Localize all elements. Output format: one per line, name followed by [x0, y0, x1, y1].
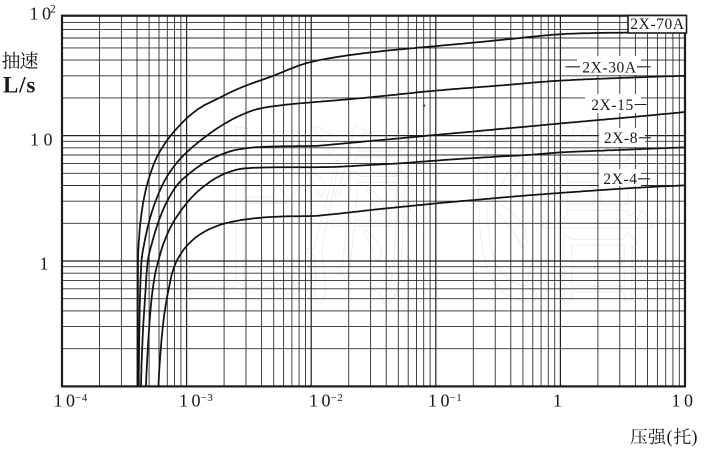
- svg-text:−4: −4: [75, 392, 88, 404]
- svg-text:10: 10: [179, 391, 204, 411]
- svg-text:10: 10: [54, 391, 79, 411]
- svg-text:10: 10: [30, 4, 55, 24]
- svg-text:1: 1: [40, 254, 49, 274]
- svg-text:10: 10: [672, 391, 697, 411]
- svg-text:2X-8: 2X-8: [604, 130, 638, 147]
- svg-text:2X-15: 2X-15: [591, 97, 634, 114]
- svg-text:−1: −1: [450, 392, 463, 404]
- svg-text:2: 2: [50, 4, 56, 16]
- svg-text:10: 10: [309, 391, 334, 411]
- svg-text:(: (: [667, 427, 673, 448]
- svg-text:2X-4: 2X-4: [603, 171, 637, 188]
- svg-text:1: 1: [553, 391, 562, 411]
- svg-text:L/s: L/s: [3, 73, 36, 98]
- svg-text:10: 10: [30, 130, 57, 150]
- svg-text:10: 10: [428, 391, 453, 411]
- svg-text:−3: −3: [201, 392, 214, 404]
- svg-text:−2: −2: [331, 392, 344, 404]
- svg-text:): ): [692, 427, 698, 448]
- svg-text:2X-70A: 2X-70A: [630, 16, 685, 33]
- svg-text:2X-30A: 2X-30A: [582, 59, 637, 76]
